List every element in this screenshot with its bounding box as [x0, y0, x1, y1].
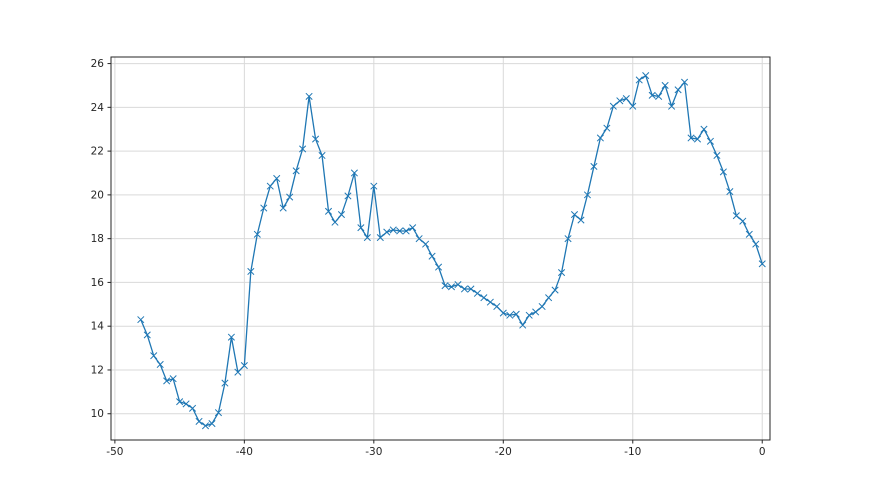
x-tick-label: -50: [106, 446, 123, 458]
y-tick-label: 10: [91, 408, 104, 420]
y-tick-label: 16: [91, 277, 105, 289]
y-tick-label: 14: [91, 321, 105, 333]
y-tick-label: 26: [91, 58, 105, 70]
axes-spines: [110, 56, 771, 441]
x-tick-label: 0: [759, 446, 766, 458]
series-markers: [137, 72, 766, 430]
x-tick-label: -20: [495, 446, 512, 458]
y-tick-label: 22: [91, 146, 104, 158]
y-tick-label: 20: [91, 189, 104, 201]
y-tick-label: 18: [91, 233, 104, 245]
x-tick-label: -10: [624, 446, 641, 458]
y-tick-label: 24: [91, 102, 105, 114]
x-tick-label: -30: [365, 446, 382, 458]
x-tick-label: -40: [236, 446, 253, 458]
plot-area: [111, 57, 770, 440]
y-tick-label: 12: [91, 364, 104, 376]
